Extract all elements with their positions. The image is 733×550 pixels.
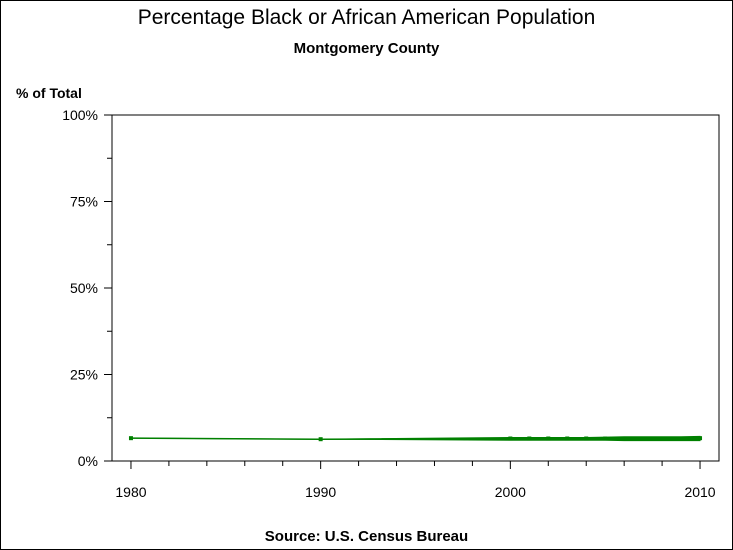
y-axis-label: % of Total (16, 85, 82, 101)
chart-title: Percentage Black or African American Pop… (137, 6, 596, 29)
data-point (565, 436, 570, 441)
chart-subtitle: Montgomery County (293, 40, 440, 57)
plot-area (111, 114, 720, 462)
data-point (546, 436, 551, 441)
y-tick-label: 100% (62, 107, 98, 123)
data-point (128, 436, 133, 441)
data-point (527, 436, 532, 441)
data-point (584, 436, 589, 441)
data-point (641, 436, 646, 441)
data-point (318, 437, 323, 442)
data-point (622, 436, 627, 441)
x-tick-label: 1990 (305, 484, 336, 500)
y-tick-label: 0% (78, 453, 98, 469)
y-tick-label: 50% (70, 280, 98, 296)
data-point (508, 436, 513, 441)
x-tick-label: 2010 (684, 484, 715, 500)
x-tick-label: 1980 (115, 484, 146, 500)
source-note: Source: U.S. Census Bureau (264, 528, 469, 545)
data-point (679, 436, 684, 441)
y-tick-label: 25% (70, 367, 98, 383)
data-point (660, 436, 665, 441)
data-point (698, 436, 703, 441)
series-line (130, 437, 701, 440)
data-point (603, 436, 608, 441)
y-tick-label: 75% (70, 194, 98, 210)
x-tick-label: 2000 (495, 484, 526, 500)
